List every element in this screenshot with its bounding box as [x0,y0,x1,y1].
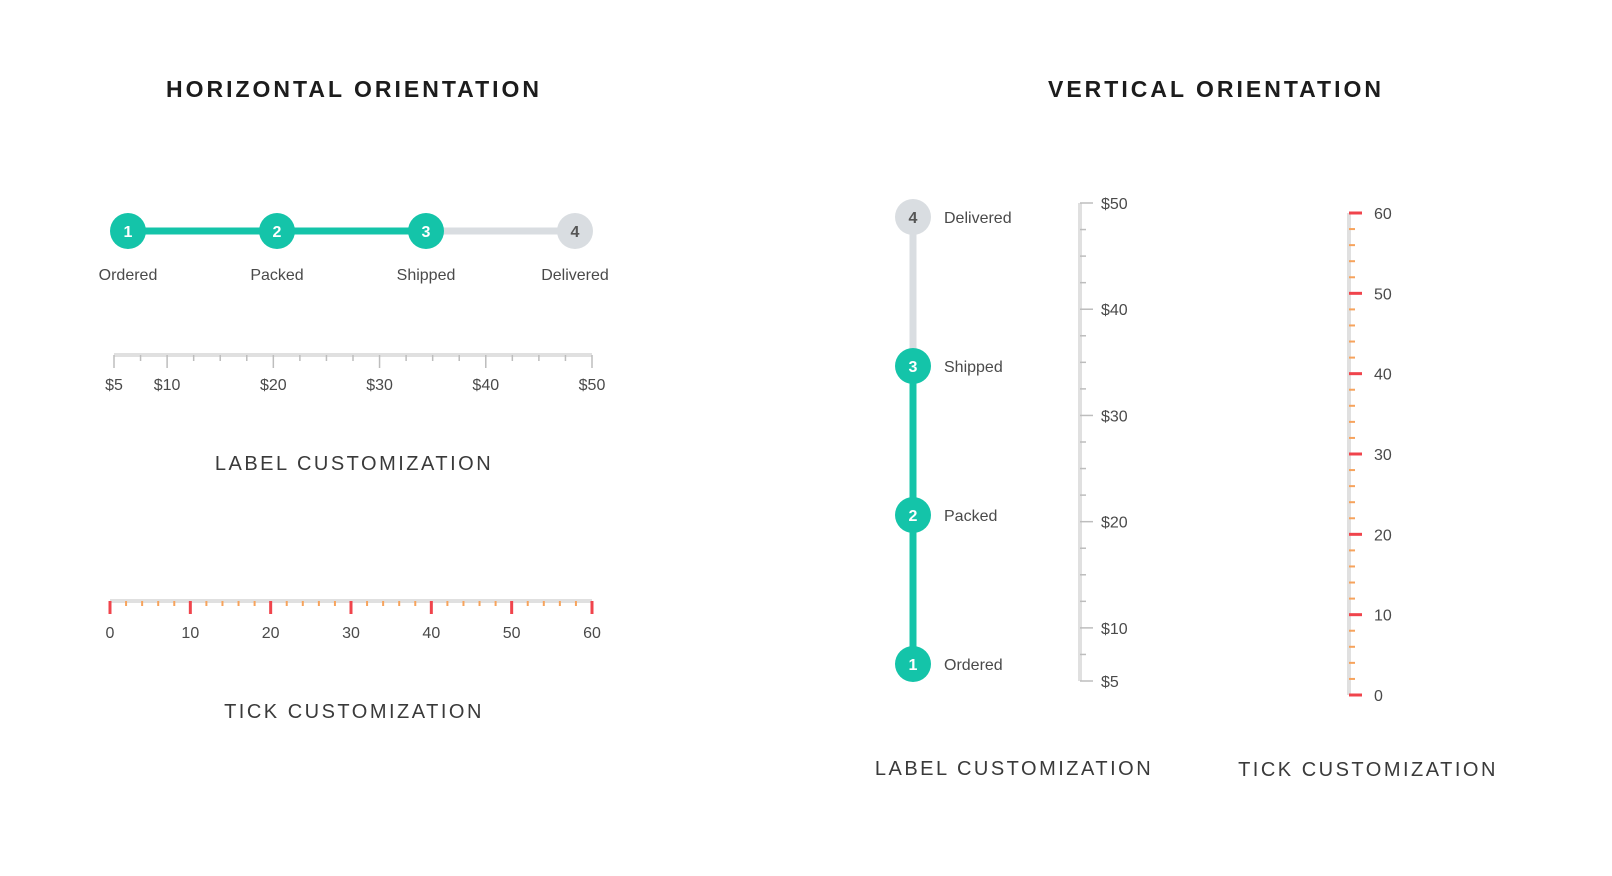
v-price-tick-label: $30 [1101,408,1128,425]
h-tick-tick-label: 40 [422,625,440,642]
v-step-number: 4 [909,210,918,227]
h-step-2-marker[interactable] [259,213,295,249]
horizontal-orientation-heading: HORIZONTAL ORIENTATION [165,76,543,102]
h-tick-customization-caption: TICK CUSTOMIZATION [224,701,484,723]
h-price-tick-label: $10 [154,377,181,394]
h-price-tick-label: $40 [472,377,499,394]
h-price-tick-label: $30 [366,377,393,394]
v-price-tick-label: $10 [1101,621,1128,638]
vertical-orientation-heading: VERTICAL ORIENTATION [1048,76,1384,102]
h-step-label: Delivered [541,267,609,284]
v-tick-tick-label: 40 [1374,367,1392,384]
h-step-number: 3 [422,224,431,241]
v-price-tick-label: $40 [1101,302,1128,319]
v-step-1-marker[interactable] [895,646,931,682]
v-step-number: 1 [909,657,918,674]
v-price-tick-label: $5 [1101,674,1119,691]
v-tick-tick-label: 10 [1374,608,1392,625]
h-tick-tick-label: 20 [262,625,280,642]
h-tick-tick-label: 60 [583,625,601,642]
h-label-customization-caption: LABEL CUSTOMIZATION [214,453,494,475]
v-step-label: Delivered [944,210,1012,227]
v-tick-tick-label: 0 [1374,688,1383,705]
h-step-label: Ordered [99,267,158,284]
v-step-3-marker[interactable] [895,348,931,384]
h-tick-tick-label: 30 [342,625,360,642]
v-price-tick-label: $20 [1101,515,1128,532]
h-step-label: Packed [250,267,303,284]
h-price-tick-label: $20 [260,377,287,394]
v-step-label: Packed [944,508,997,525]
h-step-4-marker[interactable] [557,213,593,249]
v-tick-tick-label: 20 [1374,527,1392,544]
v-step-number: 3 [909,359,918,376]
v-step-2-marker[interactable] [895,497,931,533]
h-tick-tick-label: 0 [106,625,115,642]
h-price-tick-label: $50 [579,377,606,394]
h-price-tick-label: $5 [105,377,123,394]
h-step-1-marker[interactable] [110,213,146,249]
v-price-tick-label: $50 [1101,196,1128,213]
v-tick-tick-label: 60 [1374,206,1392,223]
v-tick-tick-label: 30 [1374,447,1392,464]
h-step-number: 4 [571,224,580,241]
h-step-label: Shipped [397,267,456,284]
h-step-number: 2 [273,224,282,241]
v-tick-tick-label: 50 [1374,286,1392,303]
h-tick-tick-label: 10 [181,625,199,642]
h-tick-tick-label: 50 [503,625,521,642]
v-tick-customization-caption: TICK CUSTOMIZATION [1238,759,1498,781]
v-step-label: Ordered [944,657,1003,674]
v-label-customization-caption: LABEL CUSTOMIZATION [874,758,1154,780]
v-step-number: 2 [909,508,918,525]
v-step-label: Shipped [944,359,1003,376]
h-step-3-marker[interactable] [408,213,444,249]
v-step-4-marker[interactable] [895,199,931,235]
h-step-number: 1 [124,224,133,241]
